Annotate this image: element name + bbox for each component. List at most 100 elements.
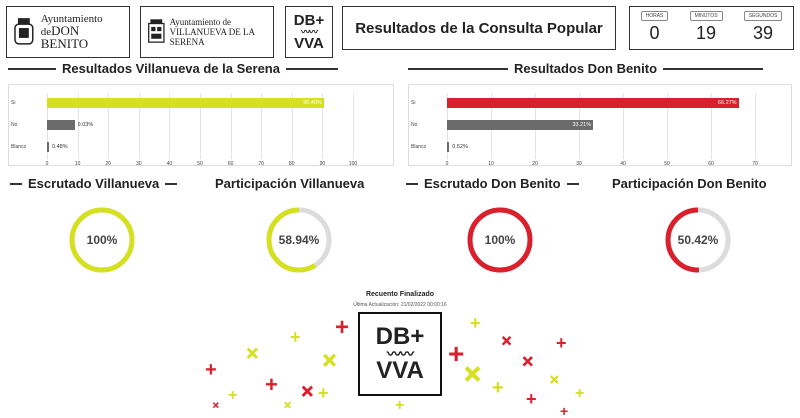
tick-label: 50 — [197, 161, 203, 167]
bar-si — [447, 98, 739, 108]
grid-line — [322, 93, 324, 159]
wave-icon: 〰〰 — [387, 346, 414, 362]
logo-db-vva-large: DB+ 〰〰 VVA — [358, 312, 442, 396]
donbenito-participation-title: Participación Don Benito — [612, 176, 767, 191]
tick-label: 20 — [105, 161, 111, 167]
donbenito-scrutiny-heading: Escrutado Don Benito — [406, 176, 579, 191]
villanueva-results-title: Resultados Villanueva de la Serena — [62, 61, 280, 76]
cross-icon: + — [335, 314, 350, 341]
grid-line — [200, 93, 201, 159]
bar-no — [447, 120, 594, 130]
timer-seconds: SEGUNDOS 39 — [743, 11, 783, 44]
tick-label: 100 — [348, 161, 358, 167]
recount-status: Recuento Finalizado — [365, 291, 435, 298]
logo-vva-line1: Ayuntamiento de — [169, 17, 232, 27]
tick-label: 40 — [166, 161, 173, 167]
cross-icon: + — [311, 342, 347, 379]
ring-progress — [266, 207, 332, 273]
donbenito-participation-gauge: 50.42% — [662, 204, 734, 276]
villanueva-bar-chart: 0 10 20 30 40 50 60 70 80 90 100 Si 90.49% No 9.03% Bla… — [8, 84, 394, 167]
donbenito-results-title: Resultados Don Benito — [514, 61, 658, 76]
bar-value-label: 90.49% — [303, 100, 322, 106]
grid-line — [755, 93, 756, 159]
tick-label: 80 — [289, 161, 295, 167]
cross-icon: + — [290, 327, 301, 347]
grid-line — [711, 93, 712, 159]
grid-line — [623, 93, 624, 159]
donbenito-scrutiny-gauge: 100% — [464, 204, 536, 276]
timer-hours: HORAS 0 — [640, 11, 669, 44]
cross-icon: + — [492, 377, 504, 399]
bar-value-label: 0.48% — [52, 144, 68, 150]
bar-category-label: No — [411, 122, 418, 128]
tick-label: 60 — [708, 161, 714, 167]
villanueva-scrutiny-gauge: 100% — [66, 204, 138, 276]
timer-minutes-label: MINUTOS — [689, 11, 723, 21]
logo-db-line2: de — [40, 25, 52, 38]
big-logo-line1: DB+ — [375, 323, 425, 350]
bar-value-label: 66.27% — [717, 100, 737, 106]
tick-label: 70 — [258, 161, 264, 167]
villanueva-scrutiny-heading: Escrutado Villanueva — [10, 176, 178, 191]
tick-label: 70 — [752, 161, 758, 167]
cross-icon: + — [205, 359, 217, 381]
tick-label: 0 — [45, 161, 49, 167]
divider — [566, 182, 579, 185]
ring-progress — [69, 207, 135, 273]
grid-line — [108, 93, 110, 159]
donbenito-results-heading: Resultados Don Benito — [408, 61, 792, 76]
cross-icon: + — [448, 338, 465, 369]
tick-label: 20 — [532, 161, 538, 167]
villanueva-results-heading: Resultados Villanueva de la Serena — [8, 61, 392, 76]
tick-label: 50 — [664, 161, 670, 167]
timer-seconds-label: SEGUNDOS — [743, 11, 783, 21]
page-title: Resultados de la Consulta Popular — [342, 6, 616, 50]
grid-line — [667, 93, 668, 159]
divider — [406, 182, 418, 185]
logo-vva-line2: VILLANUEVA DE LA SERENA — [169, 27, 255, 47]
cross-icon: + — [265, 372, 278, 397]
bar-category-label: Blanco — [411, 144, 427, 150]
bar-category-label: Si — [411, 100, 416, 106]
coat-of-arms-icon — [14, 18, 34, 45]
bar-blanco — [47, 142, 49, 152]
villanueva-participation-value: 58.94% — [278, 233, 320, 247]
cross-icon: + — [470, 313, 481, 333]
donbenito-scrutiny-title: Escrutado Don Benito — [424, 176, 561, 191]
cross-icon: + — [541, 368, 566, 392]
donbenito-bar-chart: 0 10 20 30 40 50 60 70 Si 66.27% No 33.21% Blanco 0.5… — [408, 84, 792, 167]
logo-small-line2: VVA — [294, 35, 324, 52]
tick-label: 30 — [576, 161, 582, 167]
cross-icon: + — [395, 397, 405, 414]
divider — [10, 182, 22, 185]
tick-label: 40 — [620, 161, 626, 167]
cross-icon: + — [236, 337, 269, 369]
cross-icon: + — [560, 403, 569, 418]
logo-db-vva-small: DB+ 〰〰 VVA — [285, 6, 333, 58]
grid-line — [230, 93, 232, 159]
donbenito-participation-ring — [665, 207, 731, 273]
big-logo-line2: VVA — [376, 357, 424, 384]
grid-line — [353, 93, 354, 159]
bar-value-label: 33.21% — [572, 122, 592, 128]
tick-label: 30 — [136, 161, 142, 167]
tick-label: 60 — [227, 161, 234, 167]
bar-category-label: Blanco — [11, 144, 27, 150]
grid-line — [261, 93, 263, 159]
timer-seconds-value: 39 — [753, 23, 774, 43]
ring-progress — [665, 207, 731, 273]
donbenito-scrutiny-value: 100% — [484, 233, 516, 247]
grid-line — [291, 93, 293, 159]
villanueva-scrutiny-title: Escrutado Villanueva — [28, 176, 160, 191]
logo-villanueva: Ayuntamiento de VILLANUEVA DE LA SERENA — [140, 6, 274, 58]
bar-value-label: 0.52% — [452, 144, 468, 150]
wave-icon: 〰〰 — [300, 27, 318, 37]
cross-icon: + — [207, 396, 225, 414]
cross-icon: + — [556, 333, 567, 353]
tick-label: 10 — [74, 161, 81, 167]
decorative-crosses: ++++++++++++++++++++++++ — [0, 314, 800, 418]
grid-line — [169, 93, 171, 159]
donbenito-participation-heading: Participación Don Benito — [612, 176, 767, 191]
donbenito-participation-value: 50.42% — [677, 233, 719, 247]
bar-value-label: 9.03% — [77, 122, 94, 128]
